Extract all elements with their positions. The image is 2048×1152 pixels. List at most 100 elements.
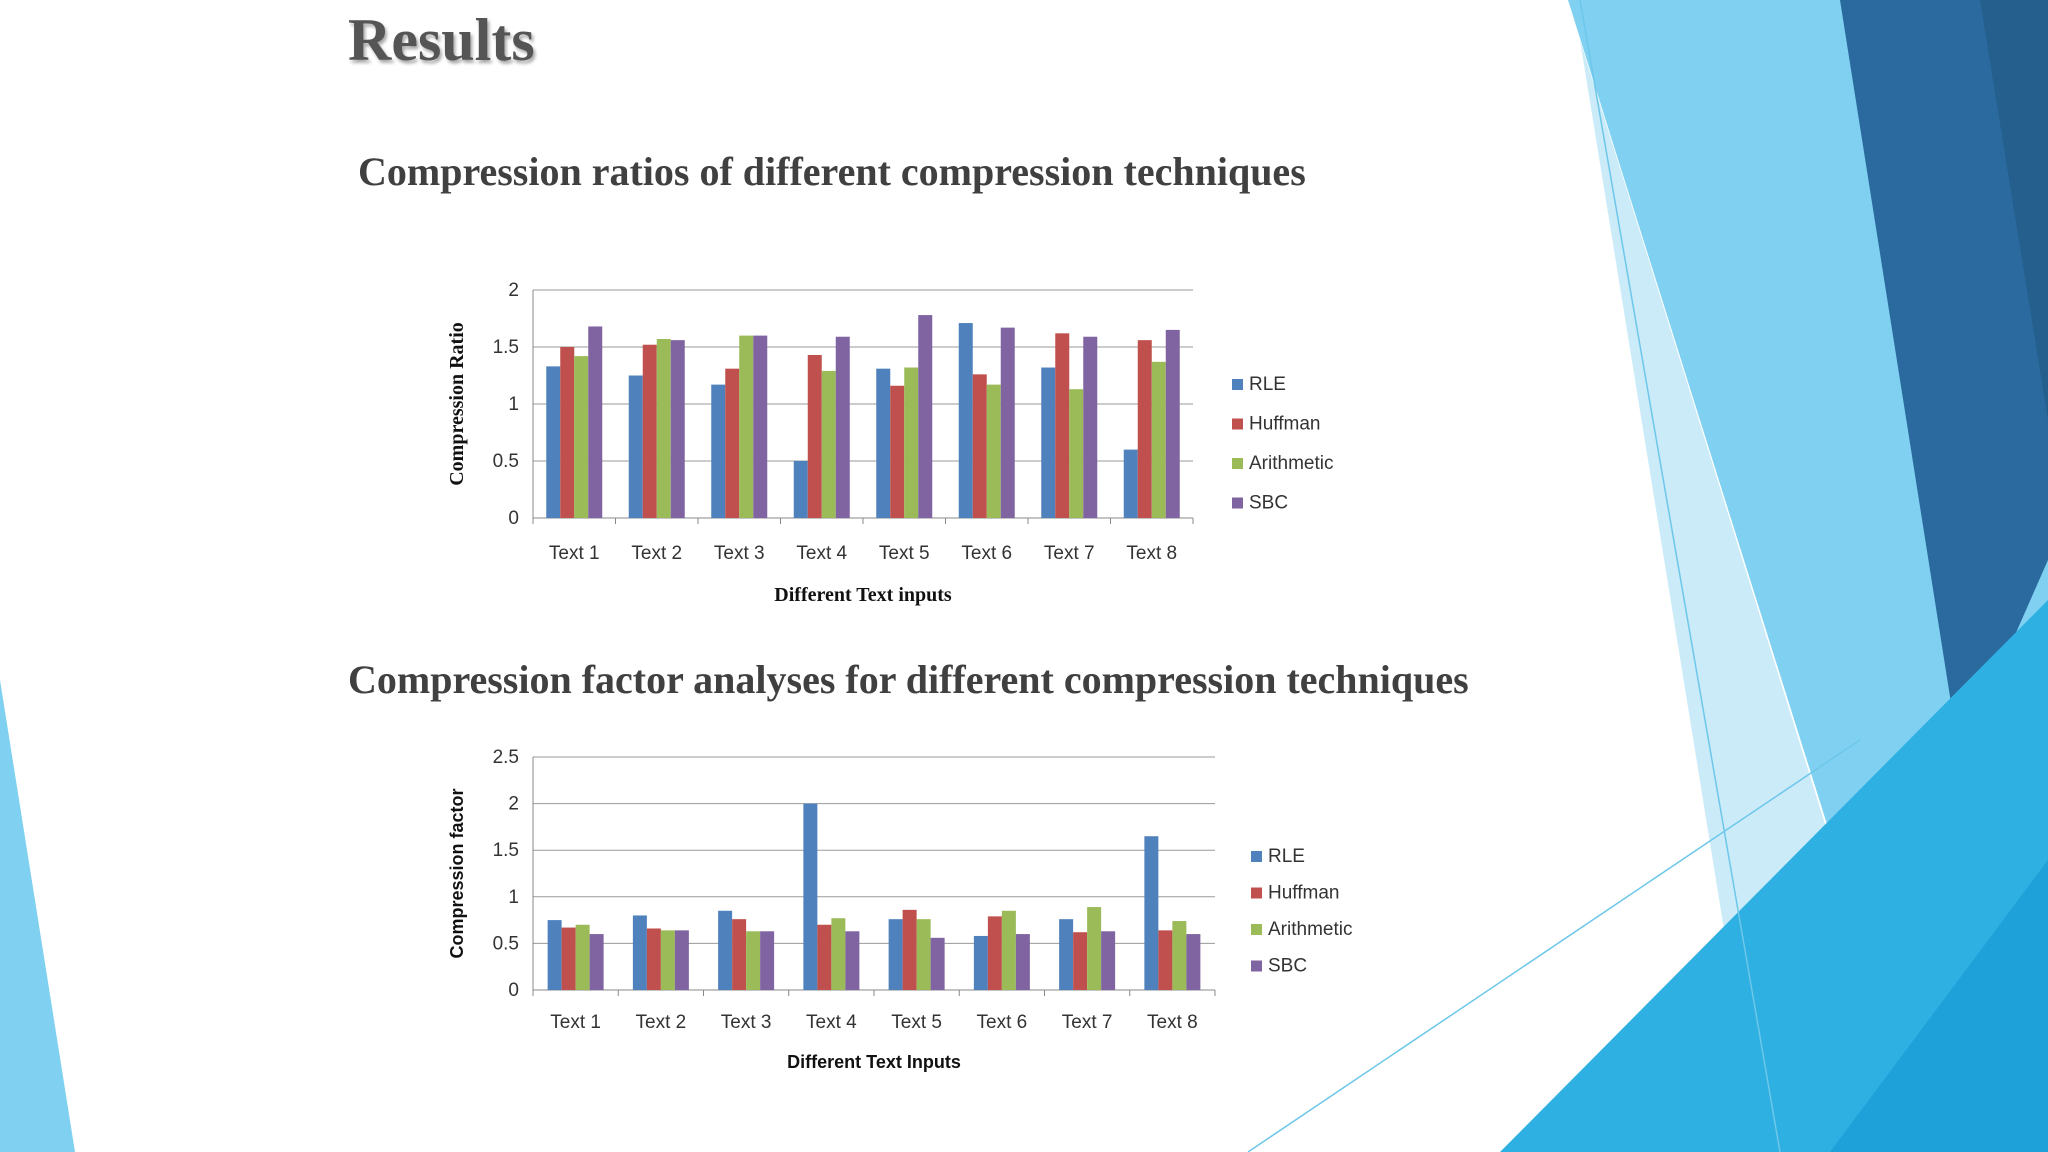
legend-swatch-huffman (1232, 418, 1243, 430)
legend-swatch-sbc (1232, 497, 1243, 509)
bar-huffman-text-2 (646, 928, 661, 990)
y-tick-label: 0.5 (493, 933, 519, 954)
x-tick-label: Text 2 (636, 1012, 687, 1033)
bar-arithmetic-text-2 (660, 930, 675, 990)
x-tick-label: Text 3 (714, 543, 765, 564)
bar-sbc-text-4 (845, 931, 860, 990)
y-tick-label: 0.5 (493, 451, 519, 472)
bar-sbc-text-1 (589, 934, 604, 990)
bar-sbc-text-8 (1186, 934, 1201, 990)
y-tick-label: 0 (508, 980, 519, 1001)
x-tick-label: Text 3 (721, 1012, 772, 1033)
x-tick-label: Text 7 (1044, 543, 1095, 564)
bar-rle-text-6 (973, 935, 988, 990)
bar-rle-text-2 (628, 375, 643, 518)
legend-label-arithmetic: Arithmetic (1249, 453, 1333, 474)
bar-sbc-text-4 (835, 336, 850, 518)
legend-label-huffman: Huffman (1249, 414, 1320, 435)
bar-sbc-text-2 (674, 930, 689, 990)
legend-label-rle: RLE (1268, 846, 1305, 867)
x-tick-label: Text 8 (1147, 1012, 1198, 1033)
legend-swatch-arithmetic (1232, 458, 1243, 469)
x-axis-title: Different Text inputs (774, 584, 952, 606)
bar-arithmetic-text-4 (821, 370, 836, 518)
bar-huffman-text-5 (902, 909, 917, 990)
y-tick-label: 1 (508, 394, 519, 415)
x-axis-title: Different Text Inputs (787, 1052, 961, 1072)
bar-huffman-text-4 (817, 924, 832, 990)
bg-shape-bottom-right-mid (1500, 600, 2048, 1152)
bar-arithmetic-text-4 (831, 918, 846, 990)
bar-arithmetic-text-2 (656, 339, 671, 518)
bar-rle-text-4 (803, 803, 818, 990)
chart-title-compression-factor: Compression factor analyses for differen… (348, 657, 1469, 702)
bar-arithmetic-text-6 (986, 384, 1001, 518)
bar-sbc-text-1 (588, 326, 603, 518)
bar-huffman-text-3 (725, 368, 740, 518)
x-tick-label: Text 5 (879, 543, 930, 564)
legend-swatch-rle (1251, 851, 1262, 862)
bar-rle-text-8 (1144, 836, 1159, 990)
bar-huffman-text-1 (560, 347, 575, 518)
legend-swatch-arithmetic (1251, 924, 1262, 935)
bar-rle-text-2 (632, 915, 647, 990)
legend-swatch-sbc (1251, 960, 1262, 972)
bar-huffman-text-2 (642, 344, 657, 518)
x-tick-label: Text 6 (961, 543, 1012, 564)
bar-huffman-text-1 (561, 927, 576, 990)
bar-rle-text-5 (876, 368, 891, 518)
bar-huffman-text-3 (732, 919, 747, 990)
bar-arithmetic-text-8 (1172, 921, 1187, 990)
bar-sbc-text-6 (1000, 327, 1015, 518)
legend-label-rle: RLE (1249, 374, 1286, 395)
bar-huffman-text-6 (972, 374, 987, 518)
bar-sbc-text-7 (1083, 336, 1098, 518)
bar-huffman-text-7 (1073, 932, 1088, 990)
legend-label-huffman: Huffman (1268, 883, 1339, 904)
bar-rle-text-7 (1041, 367, 1056, 518)
x-tick-label: Text 1 (549, 543, 600, 564)
bar-sbc-text-3 (760, 931, 775, 990)
bar-arithmetic-text-3 (746, 931, 761, 990)
bg-shape-bottom-left (0, 680, 75, 1152)
bar-arithmetic-text-6 (1001, 910, 1016, 990)
x-tick-label: Text 2 (631, 543, 682, 564)
bar-sbc-text-8 (1165, 329, 1180, 518)
y-tick-label: 1 (508, 887, 519, 908)
bar-rle-text-3 (711, 384, 726, 518)
y-tick-label: 1.5 (493, 840, 519, 861)
x-tick-label: Text 1 (550, 1012, 601, 1033)
bar-rle-text-1 (547, 920, 562, 990)
bar-arithmetic-text-5 (904, 367, 919, 518)
y-axis-title: Compression factor (447, 788, 467, 958)
x-tick-label: Text 5 (891, 1012, 942, 1033)
slide-title: Results (348, 7, 535, 73)
y-tick-label: 2 (508, 794, 519, 815)
bar-rle-text-7 (1059, 919, 1074, 990)
legend-label-arithmetic: Arithmetic (1268, 919, 1352, 940)
bar-sbc-text-6 (1015, 934, 1030, 990)
y-tick-label: 1.5 (493, 337, 519, 358)
bg-line-1 (1579, 0, 1781, 1152)
bar-rle-text-6 (958, 323, 973, 518)
bar-arithmetic-text-5 (916, 919, 931, 990)
bar-huffman-text-8 (1137, 340, 1152, 518)
bar-rle-text-3 (718, 910, 733, 990)
bar-rle-text-5 (888, 919, 903, 990)
bg-shape-right-darkest (1980, 0, 2048, 420)
bar-sbc-text-3 (753, 335, 768, 518)
legend-swatch-huffman (1251, 887, 1262, 899)
y-tick-label: 2 (508, 280, 519, 301)
bg-shape-right-dark (1840, 0, 2048, 760)
y-tick-label: 2.5 (493, 747, 519, 768)
bar-sbc-text-2 (670, 340, 685, 518)
legend-label-sbc: SBC (1268, 956, 1307, 977)
x-tick-label: Text 4 (806, 1012, 857, 1033)
chart-title-compression-ratio: Compression ratios of different compress… (358, 149, 1306, 194)
bar-sbc-text-5 (930, 937, 945, 990)
bar-arithmetic-text-7 (1087, 907, 1102, 990)
bar-rle-text-4 (793, 461, 808, 518)
